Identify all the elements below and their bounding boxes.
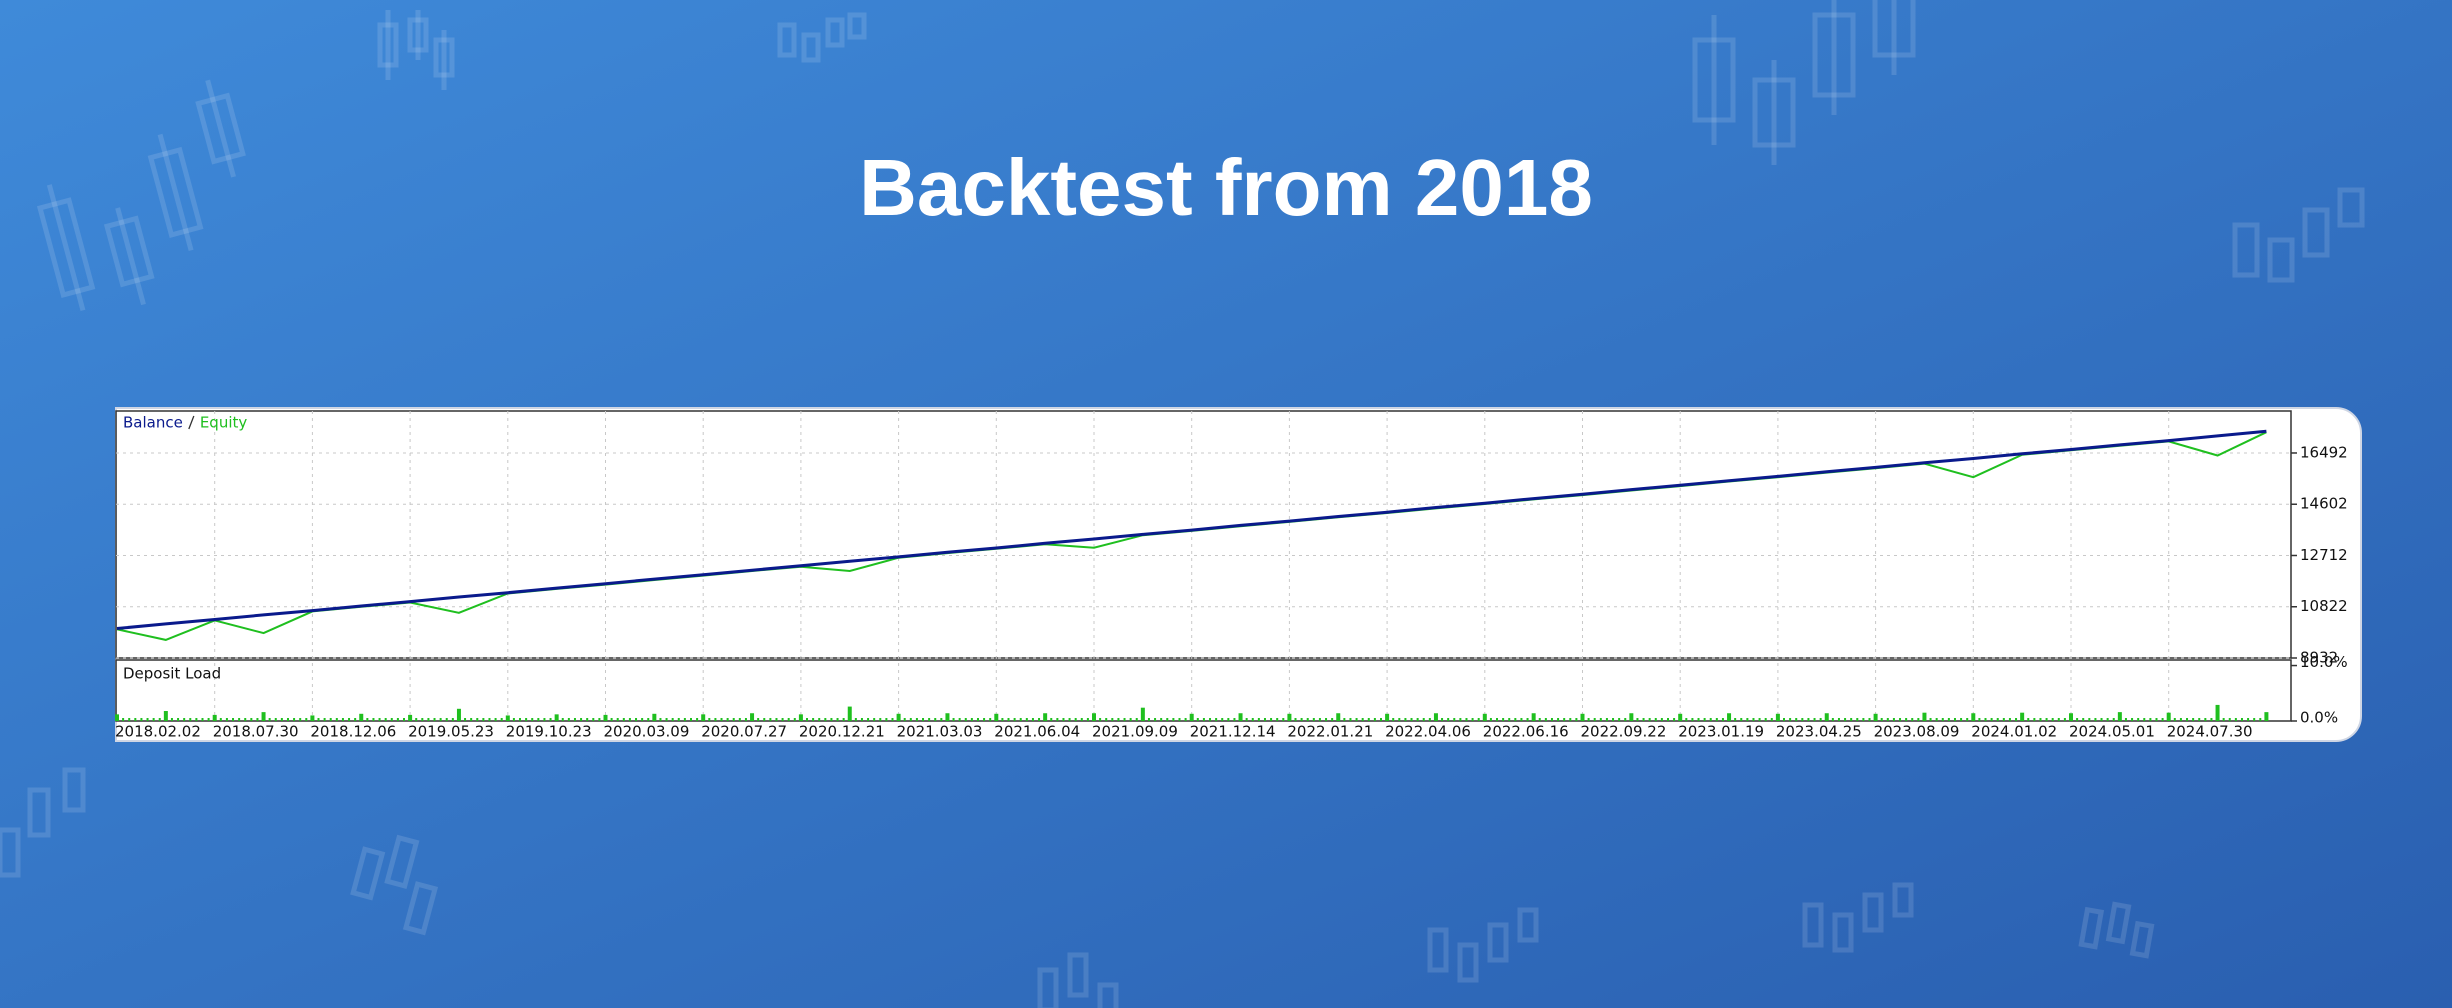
x-tick-label: 2024.01.02 [1971, 723, 2057, 741]
x-tick-label: 2018.12.06 [310, 723, 396, 741]
bar [1287, 713, 1292, 721]
bar [115, 714, 119, 721]
bar [554, 714, 559, 721]
y-tick-label: 10.0% [2300, 653, 2348, 671]
bar [261, 712, 266, 721]
x-tick-label: 2023.08.09 [1874, 723, 1960, 741]
bar [1482, 713, 1487, 721]
panel-title: Deposit Load [123, 665, 221, 683]
x-tick-label: 2023.04.25 [1776, 723, 1862, 741]
bar [505, 715, 510, 721]
legend-entry: Balance [123, 414, 183, 432]
page-title: Backtest from 2018 [859, 143, 1593, 232]
chart-layer: 8932 10822 12712 14602 16492 2018.02.02 2018.0… [115, 411, 2348, 741]
bar [1629, 713, 1634, 721]
chart-panel [115, 407, 2362, 742]
bar [359, 713, 364, 721]
x-tick-label: 2024.05.01 [2069, 723, 2155, 741]
bar [1971, 713, 1976, 721]
x-tick-label: 2021.06.04 [994, 723, 1080, 741]
bar [1385, 713, 1390, 721]
x-tick-label: 2020.03.09 [604, 723, 690, 741]
bar [310, 715, 315, 721]
legend-entry: Equity [200, 414, 248, 432]
x-tick-label: 2021.09.09 [1092, 723, 1178, 741]
bar [456, 708, 461, 721]
x-tick-label: 2022.09.22 [1581, 723, 1667, 741]
bar [1238, 713, 1243, 721]
x-tick-label: 2021.12.14 [1190, 723, 1276, 741]
bar [2264, 712, 2269, 721]
bar [1092, 713, 1096, 721]
bar [2215, 704, 2220, 721]
bar [2117, 712, 2122, 721]
x-tick-label: 2020.07.27 [701, 723, 787, 741]
x-tick-label: 2019.05.23 [408, 723, 494, 741]
bar [1678, 713, 1683, 721]
bar [408, 714, 413, 721]
series-line [116, 429, 2267, 630]
bar [603, 714, 608, 721]
x-tick-label: 2024.07.30 [2167, 723, 2253, 741]
x-tick-label: 2019.10.23 [506, 723, 592, 741]
y-tick-label: 8932 [2300, 649, 2338, 667]
bar [163, 711, 168, 721]
y-tick-label: 14602 [2300, 495, 2348, 513]
bar [652, 713, 657, 721]
bar [847, 706, 852, 721]
bar [1580, 713, 1585, 721]
x-tick-label: 2021.03.03 [897, 723, 983, 741]
bar [1922, 712, 1927, 721]
bar [798, 714, 803, 721]
x-tick-label: 2022.04.06 [1385, 723, 1471, 741]
x-tick-label: 2018.02.02 [115, 723, 201, 741]
bar [1140, 707, 1145, 721]
bar [1043, 713, 1048, 721]
bar [2166, 712, 2171, 721]
x-tick-label: 2022.01.21 [1287, 723, 1373, 741]
bar [1336, 713, 1341, 721]
bar [701, 714, 706, 721]
bar [1775, 713, 1780, 721]
bar [2020, 712, 2025, 721]
y-tick-label: 12712 [2300, 546, 2348, 564]
bar [1873, 713, 1878, 721]
bar [1433, 713, 1438, 721]
bar [2069, 713, 2073, 721]
bar [994, 713, 999, 721]
bar [1727, 713, 1732, 721]
bar [750, 713, 755, 721]
y-tick-label: 10822 [2300, 597, 2348, 615]
bar [896, 713, 901, 721]
bar [1189, 713, 1194, 721]
x-tick-label: 2022.06.16 [1483, 723, 1569, 741]
x-tick-label: 2020.12.21 [799, 723, 885, 741]
bar [1824, 713, 1829, 721]
y-tick-label: 0.0% [2300, 709, 2338, 727]
bar [1531, 713, 1536, 721]
bar [212, 714, 217, 721]
bar [945, 713, 950, 721]
x-tick-label: 2023.01.19 [1678, 723, 1764, 741]
y-tick-label: 16492 [2300, 443, 2348, 461]
x-tick-label: 2018.07.30 [213, 723, 299, 741]
legend-separator [188, 415, 195, 430]
decorative-candles [0, 0, 2362, 1008]
